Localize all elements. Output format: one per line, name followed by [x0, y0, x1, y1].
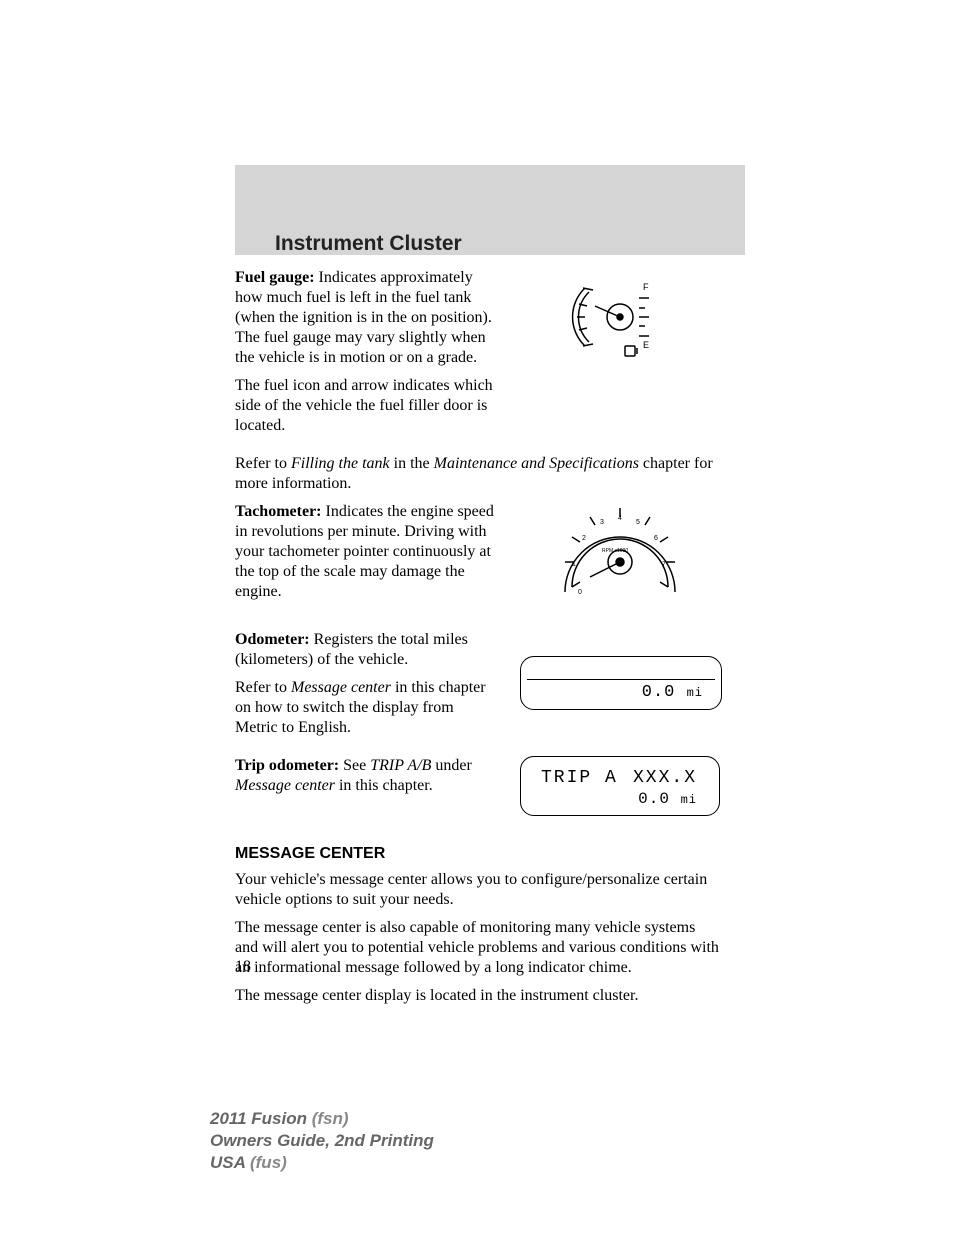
- trip-odometer-p: Trip odometer: See TRIP A/B under Messag…: [235, 756, 500, 796]
- trip-italic1: TRIP A/B: [370, 757, 431, 774]
- footer-line3: USA (fus): [210, 1152, 434, 1174]
- odometer-display: 0.0 mi: [520, 656, 722, 710]
- svg-text:3: 3: [600, 519, 604, 526]
- tachometer-p: Tachometer: Indicates the engine speed i…: [235, 502, 500, 602]
- odometer-row: Odometer: Registers the total miles (kil…: [235, 630, 720, 746]
- odometer-num: 0.0: [642, 683, 676, 702]
- fuel-gauge-illustration: F E: [520, 268, 720, 444]
- trip-mid: under: [431, 757, 471, 774]
- message-center-p1: Your vehicle's message center allows you…: [235, 870, 720, 910]
- trip-post: in this chapter.: [335, 777, 433, 794]
- refer-mid: in the: [390, 455, 434, 472]
- footer-line2: Owners Guide, 2nd Printing: [210, 1130, 434, 1152]
- page-number: 18: [235, 958, 251, 976]
- tachometer-icon: 0 1 2 3 4 5 6 7 RPM x1000: [550, 502, 690, 612]
- svg-text:6: 6: [654, 535, 658, 542]
- svg-text:4: 4: [618, 515, 622, 522]
- svg-text:E: E: [643, 340, 649, 350]
- odo-refer-italic: Message center: [291, 679, 391, 696]
- odometer-value: 0.0 mi: [642, 682, 703, 703]
- svg-text:7: 7: [662, 561, 666, 568]
- footer-code2: (fus): [245, 1153, 287, 1172]
- trip-odometer-text: Trip odometer: See TRIP A/B under Messag…: [235, 756, 500, 816]
- footer-line1: 2011 Fusion (fsn): [210, 1108, 434, 1130]
- tachometer-text: Tachometer: Indicates the engine speed i…: [235, 502, 500, 612]
- fuel-gauge-p1: Fuel gauge: Indicates approximately how …: [235, 268, 500, 368]
- fuel-gauge-label: Fuel gauge:: [235, 269, 315, 286]
- trip-display-label: TRIP A: [541, 767, 618, 790]
- tachometer-label: Tachometer:: [235, 503, 322, 520]
- trip-display-col: TRIP A XXX.X 0.0 mi: [520, 756, 720, 816]
- message-center-p2: The message center is also capable of mo…: [235, 918, 720, 978]
- odometer-label: Odometer:: [235, 631, 310, 648]
- tachometer-illustration: 0 1 2 3 4 5 6 7 RPM x1000: [520, 502, 720, 612]
- odometer-display-col: 0.0 mi: [520, 630, 720, 746]
- odo-refer-pre: Refer to: [235, 679, 291, 696]
- trip-display-xxx: XXX.X: [633, 767, 697, 790]
- footer-region: USA: [210, 1153, 245, 1172]
- trip-num: 0.0: [638, 790, 670, 808]
- fuel-gauge-text: Fuel gauge: Indicates approximately how …: [235, 268, 500, 444]
- refer-pre: Refer to: [235, 455, 291, 472]
- fuel-gauge-icon: F E: [565, 268, 675, 363]
- page: Instrument Cluster Fuel gauge: Indicates…: [0, 0, 954, 1235]
- trip-pre: See: [339, 757, 370, 774]
- footer-model: 2011 Fusion: [210, 1109, 307, 1128]
- section-title: Instrument Cluster: [275, 232, 462, 256]
- trip-italic2: Message center: [235, 777, 335, 794]
- refer-italic1: Filling the tank: [291, 455, 390, 472]
- svg-text:5: 5: [636, 519, 640, 526]
- odometer-text: Odometer: Registers the total miles (kil…: [235, 630, 500, 746]
- footer: 2011 Fusion (fsn) Owners Guide, 2nd Prin…: [210, 1108, 434, 1174]
- svg-text:1: 1: [572, 561, 576, 568]
- fuel-gauge-row: Fuel gauge: Indicates approximately how …: [235, 268, 720, 444]
- trip-display-value: 0.0 mi: [638, 789, 697, 809]
- odometer-refer: Refer to Message center in this chapter …: [235, 678, 500, 738]
- tachometer-row: Tachometer: Indicates the engine speed i…: [235, 502, 720, 612]
- svg-text:RPM x1000: RPM x1000: [602, 548, 628, 554]
- svg-text:0: 0: [578, 589, 582, 596]
- odometer-p1: Odometer: Registers the total miles (kil…: [235, 630, 500, 670]
- trip-unit: mi: [681, 793, 697, 807]
- message-center-p3: The message center display is located in…: [235, 986, 720, 1006]
- fuel-gauge-refer: Refer to Filling the tank in the Mainten…: [235, 454, 720, 494]
- odometer-divider: [527, 679, 715, 680]
- trip-odometer-row: Trip odometer: See TRIP A/B under Messag…: [235, 756, 720, 816]
- trip-odometer-label: Trip odometer:: [235, 757, 339, 774]
- odometer-unit: mi: [687, 686, 703, 700]
- footer-code1: (fsn): [307, 1109, 349, 1128]
- refer-italic2: Maintenance and Specifications: [434, 455, 639, 472]
- svg-text:2: 2: [582, 535, 586, 542]
- content-area: Fuel gauge: Indicates approximately how …: [235, 268, 720, 1014]
- trip-display: TRIP A XXX.X 0.0 mi: [520, 756, 720, 816]
- svg-text:F: F: [643, 282, 649, 292]
- message-center-heading: MESSAGE CENTER: [235, 844, 720, 864]
- fuel-gauge-p2: The fuel icon and arrow indicates which …: [235, 376, 500, 436]
